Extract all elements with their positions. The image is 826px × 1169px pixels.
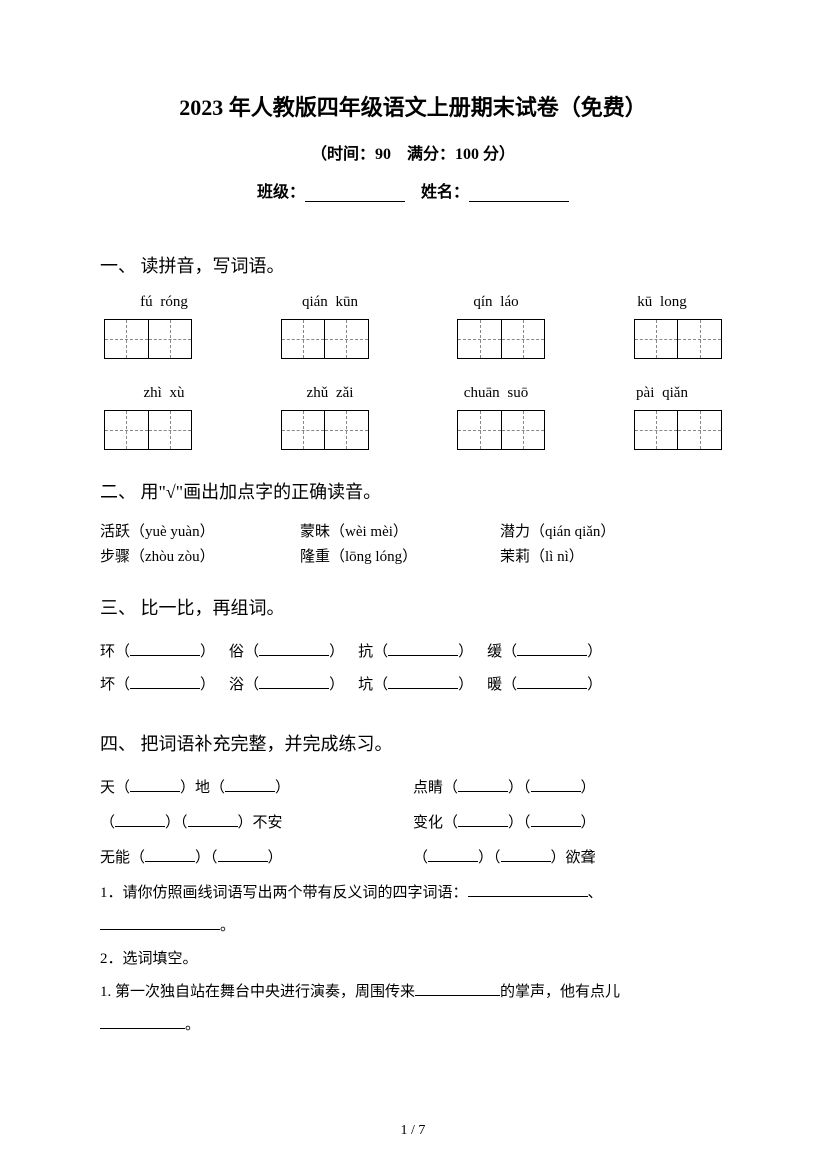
q2-row: 活跃（yuè yuàn） 蒙昧（wèi mèi） 潜力（qián qiǎn） — [100, 520, 726, 541]
question-1: 一、 读拼音，写词语。 fú róng qián kūn qín láo kū … — [100, 252, 726, 450]
q4-sub1-cont: 。 — [100, 910, 726, 943]
char-box[interactable] — [457, 410, 545, 450]
answer-blank[interactable] — [130, 673, 200, 689]
char-box[interactable] — [104, 410, 192, 450]
q4-title: 四、 把词语补充完整，并完成练习。 — [100, 730, 726, 756]
q2-title: 二、 用"√"画出加点字的正确读音。 — [100, 478, 726, 504]
q3-row: 环（） 俗（） 抗（） 缓（） — [100, 636, 726, 669]
answer-blank[interactable] — [100, 1013, 185, 1029]
q4-row: 天（）地（） 点睛（）（） — [100, 772, 726, 805]
question-2: 二、 用"√"画出加点字的正确读音。 活跃（yuè yuàn） 蒙昧（wèi m… — [100, 478, 726, 566]
answer-blank[interactable] — [115, 811, 165, 827]
student-info: 班级： 姓名： — [100, 178, 726, 202]
name-label: 姓名： — [421, 184, 469, 201]
q2-item: 茉莉（lì nì） — [500, 545, 726, 566]
q2-item: 潜力（qián qiǎn） — [500, 520, 726, 541]
class-blank[interactable] — [305, 184, 405, 202]
pinyin-group: zhì xù — [104, 385, 224, 402]
pinyin-group: qián kūn — [270, 294, 390, 311]
q4-sub3-cont: 。 — [100, 1009, 726, 1042]
pinyin-group: chuān suō — [436, 385, 556, 402]
answer-blank[interactable] — [225, 776, 275, 792]
q4-sub3: 1. 第一次独自站在舞台中央进行演奏，周围传来的掌声，他有点儿 — [100, 976, 726, 1009]
q2-row: 步骤（zhòu zòu） 隆重（lōng lóng） 茉莉（lì nì） — [100, 545, 726, 566]
page-title: 2023 年人教版四年级语文上册期末试卷（免费） — [100, 90, 726, 122]
q3-row: 坏（） 浴（） 坑（） 暖（） — [100, 669, 726, 702]
q2-item: 活跃（yuè yuàn） — [100, 520, 300, 541]
q1-title: 一、 读拼音，写词语。 — [100, 252, 726, 278]
char-box[interactable] — [457, 319, 545, 359]
answer-blank[interactable] — [415, 980, 500, 996]
pinyin-group: pài qiǎn — [602, 385, 722, 402]
pinyin-group: kū long — [602, 294, 722, 311]
pinyin-row-2: zhì xù zhǔ zǎi chuān suō pài qiǎn — [100, 385, 726, 402]
answer-blank[interactable] — [501, 846, 551, 862]
answer-blank[interactable] — [517, 673, 587, 689]
answer-blank[interactable] — [100, 914, 220, 930]
char-box[interactable] — [634, 410, 722, 450]
answer-blank[interactable] — [458, 811, 508, 827]
answer-blank[interactable] — [517, 640, 587, 656]
char-box[interactable] — [634, 319, 722, 359]
answer-blank[interactable] — [531, 776, 581, 792]
answer-blank[interactable] — [130, 776, 180, 792]
answer-blank[interactable] — [259, 640, 329, 656]
q3-title: 三、 比一比，再组词。 — [100, 594, 726, 620]
answer-blank[interactable] — [188, 811, 238, 827]
answer-blank[interactable] — [468, 881, 588, 897]
class-label: 班级： — [257, 184, 305, 201]
question-4: 四、 把词语补充完整，并完成练习。 天（）地（） 点睛（）（） （）（）不安 变… — [100, 730, 726, 1042]
box-row-2 — [100, 410, 726, 450]
char-box[interactable] — [281, 410, 369, 450]
pinyin-group: qín láo — [436, 294, 556, 311]
pinyin-group: zhǔ zǎi — [270, 385, 390, 402]
answer-blank[interactable] — [458, 776, 508, 792]
question-3: 三、 比一比，再组词。 环（） 俗（） 抗（） 缓（） 坏（） 浴（） 坑（） … — [100, 594, 726, 702]
answer-blank[interactable] — [130, 640, 200, 656]
answer-blank[interactable] — [531, 811, 581, 827]
pinyin-row-1: fú róng qián kūn qín láo kū long — [100, 294, 726, 311]
page-footer: 1 / 7 — [0, 1123, 826, 1139]
q4-row: 无能（）（） （）（）欲聋 — [100, 842, 726, 875]
q4-sub2: 2．选词填空。 — [100, 943, 726, 976]
q4-sub1: 1．请你仿照画线词语写出两个带有反义词的四字词语：、 — [100, 877, 726, 910]
q2-item: 蒙昧（wèi mèi） — [300, 520, 500, 541]
answer-blank[interactable] — [259, 673, 329, 689]
q2-item: 步骤（zhòu zòu） — [100, 545, 300, 566]
box-row-1 — [100, 319, 726, 359]
q4-row: （）（）不安 变化（）（） — [100, 807, 726, 840]
pinyin-group: fú róng — [104, 294, 224, 311]
char-box[interactable] — [104, 319, 192, 359]
answer-blank[interactable] — [428, 846, 478, 862]
name-blank[interactable] — [469, 184, 569, 202]
answer-blank[interactable] — [145, 846, 195, 862]
answer-blank[interactable] — [388, 673, 458, 689]
page-subtitle: （时间：90 满分：100 分） — [100, 140, 726, 164]
answer-blank[interactable] — [388, 640, 458, 656]
answer-blank[interactable] — [218, 846, 268, 862]
char-box[interactable] — [281, 319, 369, 359]
q2-item: 隆重（lōng lóng） — [300, 545, 500, 566]
